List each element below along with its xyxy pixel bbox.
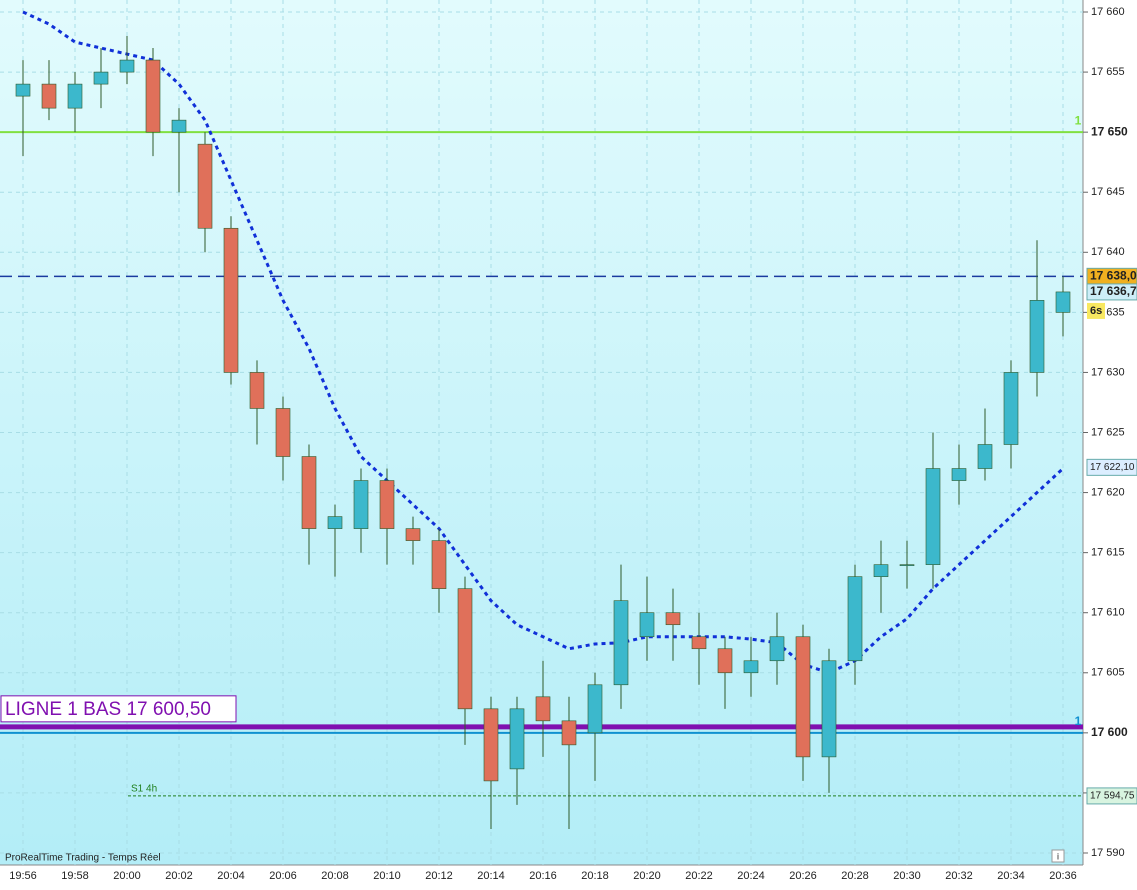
x-tick-label: 20:12: [425, 870, 453, 882]
x-tick-label: 20:10: [373, 870, 401, 882]
price-label: 17 594,75: [1090, 791, 1135, 802]
price-label-box: [1086, 458, 1137, 476]
candle-body: [847, 576, 863, 662]
x-tick-label: 20:02: [165, 870, 193, 882]
footer: ProRealTime Trading - Temps Réel: [5, 853, 161, 864]
candle-body: [327, 516, 343, 529]
candle-body: [431, 540, 447, 589]
candle-body: [457, 588, 473, 710]
candle-body: [119, 59, 135, 73]
x-tick-label: 20:28: [841, 870, 869, 882]
x-tick-label: 20:34: [997, 870, 1025, 882]
y-tick-label: 17 610: [1091, 607, 1125, 619]
candle-body: [795, 636, 811, 758]
candle-body: [15, 83, 31, 97]
x-tick-label: 20:24: [737, 870, 765, 882]
y-tick-label: 17 645: [1091, 186, 1125, 198]
candle-body: [223, 227, 239, 373]
candle-body: [977, 444, 993, 469]
x-tick-label: 20:00: [113, 870, 141, 882]
candle-body: [951, 468, 967, 481]
price-label: 17 638,0: [1090, 268, 1137, 282]
candle-body: [925, 468, 941, 565]
line-label: 1: [1075, 714, 1082, 728]
candle-body: [93, 71, 109, 85]
x-tick-label: 20:30: [893, 870, 921, 882]
y-tick-label: 17 625: [1091, 426, 1125, 438]
candle-body: [483, 708, 499, 782]
candle-body: [1055, 291, 1071, 313]
x-tick-label: 20:36: [1049, 870, 1077, 882]
candle-body: [197, 143, 213, 229]
y-tick-label: 17 620: [1091, 486, 1125, 498]
candle-body: [743, 660, 759, 674]
price-label-box: [1086, 787, 1137, 805]
y-tick-label: 17 590: [1091, 847, 1125, 859]
time-axis: [0, 865, 1083, 885]
candle-body: [171, 119, 187, 133]
candle-body: [379, 480, 395, 529]
y-tick-label: 17 605: [1091, 667, 1125, 679]
y-tick-label: 17 660: [1091, 6, 1125, 18]
candle-body: [561, 720, 577, 746]
candle-body: [665, 612, 681, 626]
line-label: LIGNE 1 BAS 17 600,50: [5, 699, 211, 720]
candle-body: [639, 612, 655, 638]
x-tick-label: 20:32: [945, 870, 973, 882]
x-tick-label: 19:56: [9, 870, 37, 882]
x-tick-label: 20:20: [633, 870, 661, 882]
candle-body: [1029, 300, 1045, 373]
y-tick-label: 17 600: [1091, 725, 1128, 739]
price-label: 17 636,7: [1090, 284, 1137, 298]
candle-body: [353, 480, 369, 529]
x-tick-label: 20:04: [217, 870, 245, 882]
candle-body: [821, 660, 837, 758]
candle-body: [249, 372, 265, 409]
info-button[interactable]: [1051, 849, 1065, 863]
y-tick-label: 17 615: [1091, 547, 1125, 559]
x-tick-label: 19:58: [61, 870, 89, 882]
x-tick-label: 20:18: [581, 870, 609, 882]
candle-body: [275, 408, 291, 457]
candle-body: [145, 59, 161, 133]
timer-label: 6s: [1090, 305, 1102, 317]
candle-body: [67, 83, 83, 109]
candle-body: [405, 528, 421, 541]
y-tick-label: 17 630: [1091, 366, 1125, 378]
x-tick-label: 20:16: [529, 870, 557, 882]
candle-body: [691, 636, 707, 650]
line-label-box: [0, 695, 237, 723]
candle-body: [769, 636, 785, 662]
line-label: 1: [1075, 113, 1082, 127]
candle-body: [509, 708, 525, 770]
price-label-box: [1086, 283, 1137, 301]
x-tick-label: 20:14: [477, 870, 505, 882]
line-label: S1 4h: [131, 784, 157, 795]
candle-body: [587, 684, 603, 734]
y-tick-label: 17 650: [1091, 124, 1128, 138]
x-tick-label: 20:06: [269, 870, 297, 882]
moving-average: [22, 10, 1065, 675]
x-tick-label: 20:26: [789, 870, 817, 882]
candle-body: [41, 83, 57, 109]
y-tick-label: 17 640: [1091, 246, 1125, 258]
x-tick-label: 20:22: [685, 870, 713, 882]
candle-body: [301, 456, 317, 529]
candle-body: [535, 696, 551, 722]
price-label: 17 622,10: [1090, 462, 1135, 473]
price-axis: [1083, 0, 1137, 885]
candle-body: [613, 600, 629, 686]
candle-body: [899, 564, 915, 566]
candle-body: [873, 564, 889, 577]
y-tick-label: 17 655: [1091, 66, 1125, 78]
candle-body: [1003, 372, 1019, 445]
info-icon[interactable]: i: [1057, 851, 1059, 861]
x-tick-label: 20:08: [321, 870, 349, 882]
candle-body: [717, 648, 733, 674]
timer-box: [1087, 302, 1105, 319]
